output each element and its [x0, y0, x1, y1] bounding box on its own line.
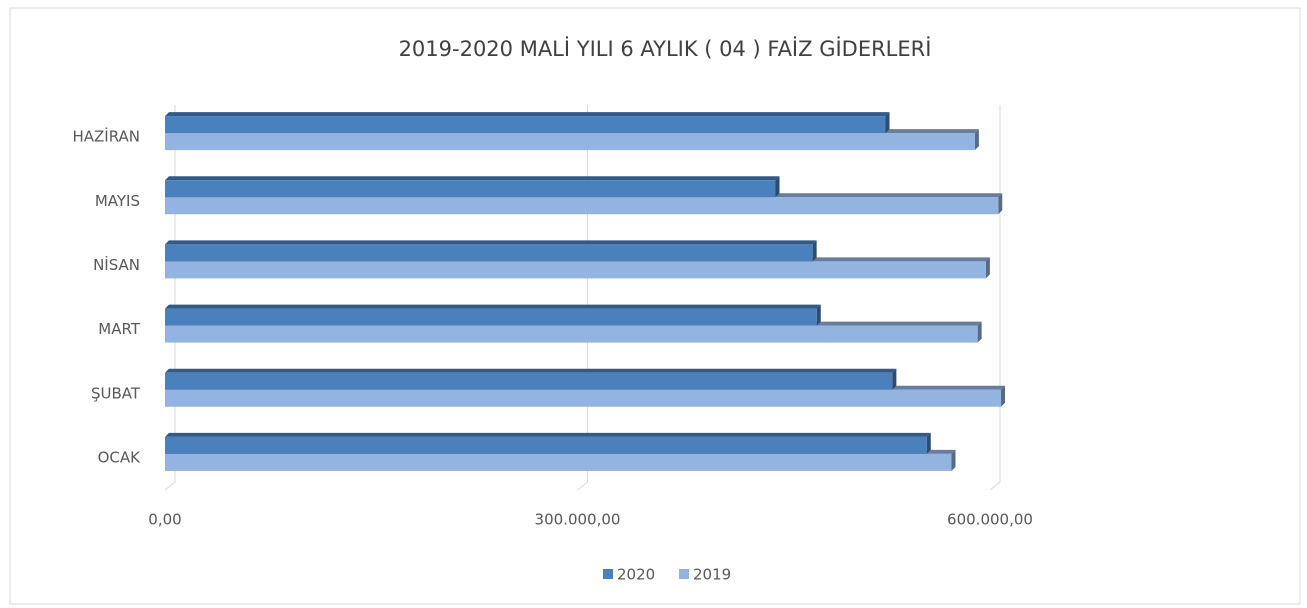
bar-side [775, 176, 780, 198]
legend-swatch [603, 569, 613, 579]
bar-side [985, 257, 990, 279]
bar-side [998, 193, 1003, 215]
y-tick-label: MART [98, 320, 141, 338]
grid-line-foot [577, 481, 588, 491]
bar [165, 261, 986, 279]
y-tick-label: NİSAN [93, 255, 140, 274]
bar [165, 389, 1001, 407]
bar-side [926, 432, 931, 454]
bar-top [165, 304, 821, 309]
legend-swatch [679, 569, 689, 579]
bar-side [892, 368, 897, 390]
bar-top [165, 368, 897, 373]
bar [165, 197, 999, 215]
bar [165, 180, 776, 198]
chart-title: 2019-2020 MALİ YILI 6 AYLIK ( 04 ) FAİZ … [399, 36, 932, 61]
grid-line-foot [989, 481, 1001, 491]
bar [165, 244, 813, 262]
y-tick-label: ŞUBAT [91, 384, 141, 402]
bar-side [974, 129, 979, 151]
bar [165, 116, 886, 134]
y-tick-label: HAZİRAN [72, 127, 140, 146]
bar-top [165, 112, 890, 117]
bar-side [812, 240, 817, 262]
bar-side [1001, 385, 1005, 407]
y-tick-label: MAYIS [95, 192, 140, 210]
bar [165, 372, 893, 390]
bar-top [165, 432, 931, 437]
bar [165, 308, 817, 326]
bar [165, 325, 978, 343]
bar [165, 453, 952, 471]
bar-side [885, 112, 890, 134]
bar-top [165, 176, 780, 181]
grid-line-foot [164, 481, 176, 491]
x-tick-label: 300.000,00 [535, 511, 621, 529]
bar-top [165, 240, 817, 245]
legend-label: 2019 [693, 566, 731, 584]
bar [165, 436, 927, 454]
x-tick-label: 0,00 [148, 511, 181, 529]
y-tick-label: OCAK [98, 448, 142, 466]
bar-side [816, 304, 821, 326]
legend-label: 2020 [617, 566, 655, 584]
bar [165, 133, 975, 151]
x-tick-label: 600.000,00 [947, 511, 1033, 529]
bar-side [977, 321, 982, 343]
bar-side [951, 449, 956, 471]
